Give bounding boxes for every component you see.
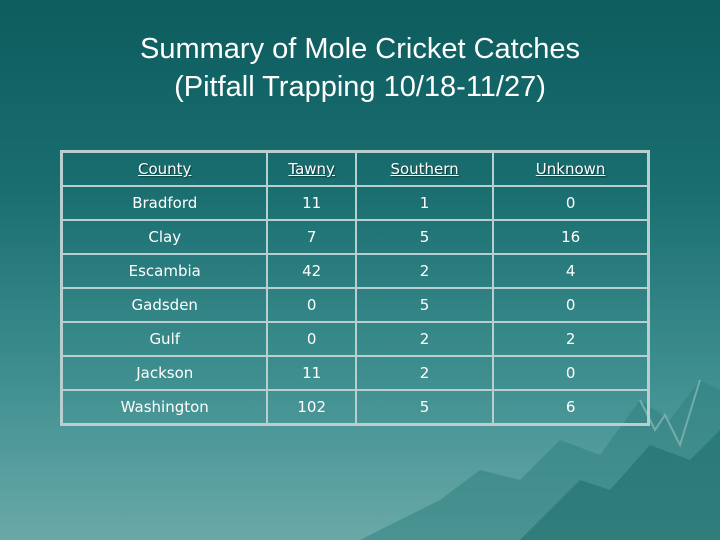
unknown-cell: 2 xyxy=(492,321,650,357)
unknown-cell: 6 xyxy=(492,389,650,426)
southern-cell: 2 xyxy=(354,321,495,357)
county-cell: Gadsden xyxy=(60,287,269,323)
tawny-cell: 42 xyxy=(266,253,357,289)
header-tawny: Tawny xyxy=(266,150,357,187)
tawny-cell: 102 xyxy=(266,389,357,426)
unknown-cell: 0 xyxy=(492,287,650,323)
slide-title: Summary of Mole Cricket Catches (Pitfall… xyxy=(0,30,720,106)
tawny-cell: 0 xyxy=(266,321,357,357)
southern-cell: 2 xyxy=(354,253,495,289)
mole-cricket-catch-table: County Tawny Southern Unknown Bradford 1… xyxy=(60,150,650,426)
table-row: Clay 7 5 16 xyxy=(60,219,650,255)
tawny-cell: 11 xyxy=(266,355,357,391)
tawny-cell: 0 xyxy=(266,287,357,323)
tawny-cell: 7 xyxy=(266,219,357,255)
title-line-2: (Pitfall Trapping 10/18-11/27) xyxy=(174,71,546,103)
table-row: Escambia 42 2 4 xyxy=(60,253,650,289)
unknown-cell: 0 xyxy=(492,355,650,391)
county-cell: Gulf xyxy=(60,321,269,357)
county-cell: Escambia xyxy=(60,253,269,289)
unknown-cell: 16 xyxy=(492,219,650,255)
southern-cell: 2 xyxy=(354,355,495,391)
southern-cell: 5 xyxy=(354,389,495,426)
header-unknown: Unknown xyxy=(492,150,650,187)
header-southern: Southern xyxy=(354,150,495,187)
title-line-1: Summary of Mole Cricket Catches xyxy=(140,33,580,65)
table-header-row: County Tawny Southern Unknown xyxy=(60,150,650,187)
southern-cell: 5 xyxy=(354,219,495,255)
table-row: Gulf 0 2 2 xyxy=(60,321,650,357)
county-cell: Jackson xyxy=(60,355,269,391)
county-cell: Clay xyxy=(60,219,269,255)
southern-cell: 5 xyxy=(354,287,495,323)
county-cell: Washington xyxy=(60,389,269,426)
unknown-cell: 4 xyxy=(492,253,650,289)
table-row: Jackson 11 2 0 xyxy=(60,355,650,391)
southern-cell: 1 xyxy=(354,185,495,221)
unknown-cell: 0 xyxy=(492,185,650,221)
county-cell: Bradford xyxy=(60,185,269,221)
tawny-cell: 11 xyxy=(266,185,357,221)
table-row: Washington 102 5 6 xyxy=(60,389,650,426)
table-row: Gadsden 0 5 0 xyxy=(60,287,650,323)
header-county: County xyxy=(60,150,269,187)
table-row: Bradford 11 1 0 xyxy=(60,185,650,221)
